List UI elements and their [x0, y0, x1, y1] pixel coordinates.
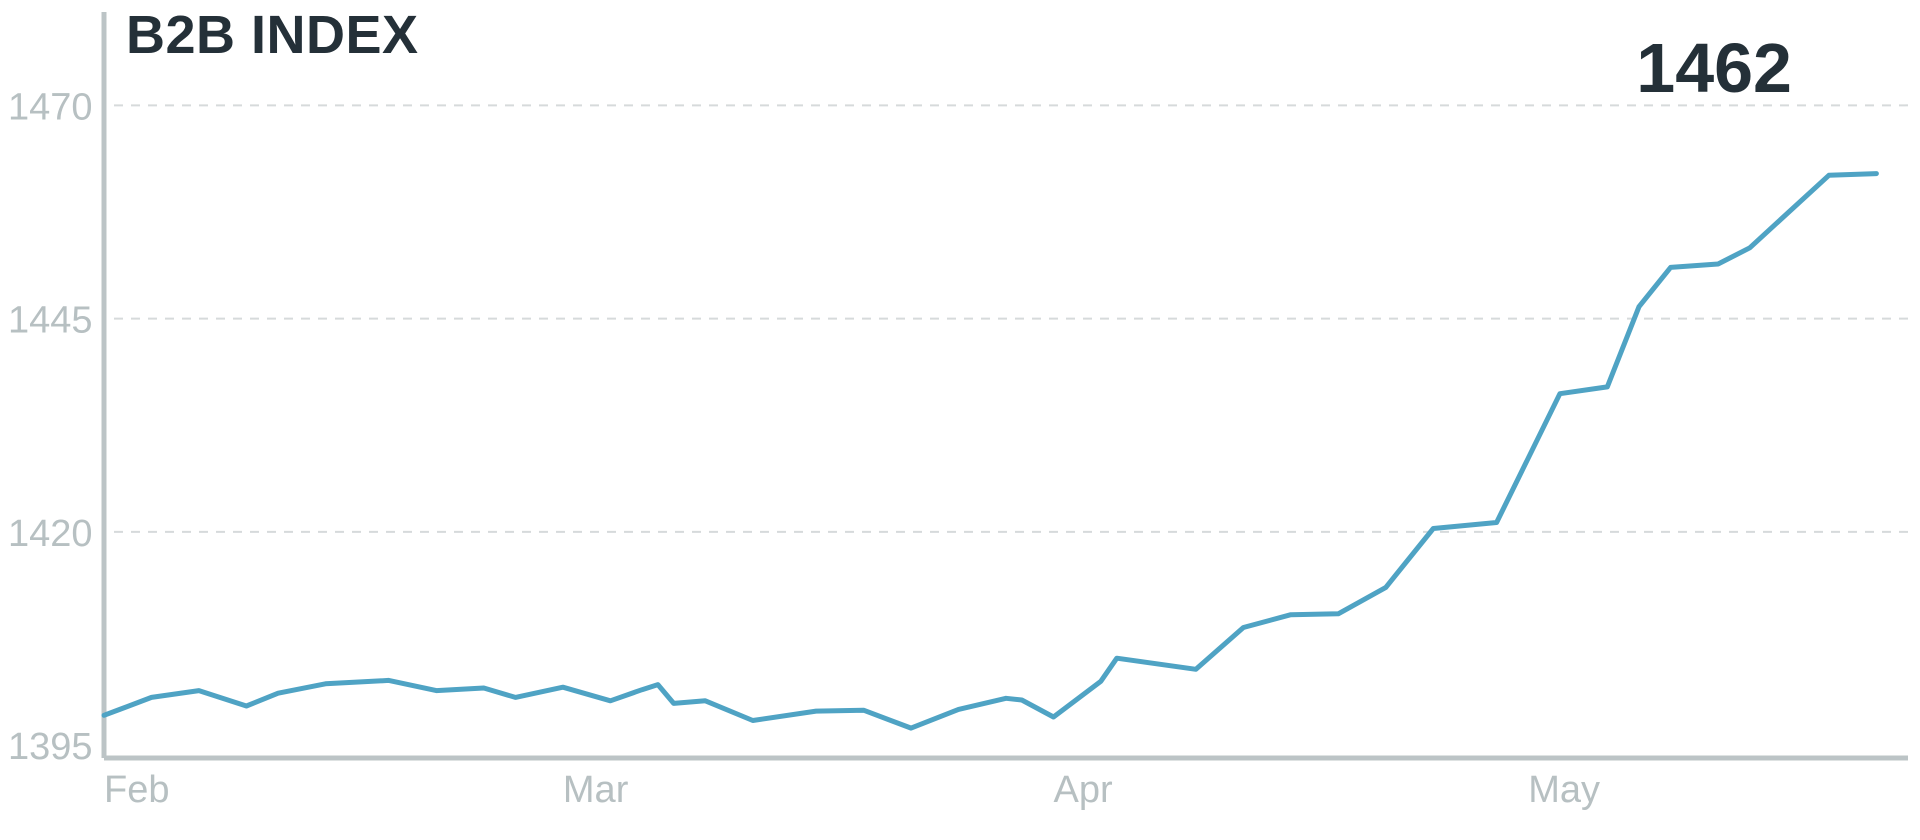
- data-point: [513, 695, 517, 699]
- data-point: [1669, 265, 1673, 269]
- data-point: [1384, 585, 1388, 589]
- series-layer: [101, 171, 1879, 731]
- data-point: [102, 713, 106, 717]
- data-point: [814, 709, 818, 713]
- x-tick-label: May: [1528, 769, 1600, 811]
- data-point: [482, 686, 486, 690]
- data-point: [703, 699, 707, 703]
- x-tick-labels: Feb Mar Apr May: [104, 769, 1600, 811]
- data-point: [1874, 172, 1878, 176]
- y-tick-label: 1420: [8, 513, 93, 555]
- data-point: [1495, 521, 1499, 524]
- latest-value: 1462: [1636, 29, 1792, 107]
- x-tick-label: Mar: [563, 769, 629, 811]
- data-point: [150, 695, 153, 699]
- y-tick-label: 1395: [8, 726, 93, 768]
- data-point: [387, 678, 391, 682]
- data-point: [862, 708, 866, 712]
- data-point: [608, 699, 612, 703]
- x-tick-label: Feb: [104, 769, 169, 811]
- data-point: [561, 685, 565, 689]
- axes: [101, 12, 1908, 761]
- chart-title: B2B INDEX: [126, 5, 419, 65]
- data-point: [1431, 527, 1435, 530]
- data-point: [1099, 679, 1103, 683]
- data-point: [244, 704, 248, 708]
- data-point: [1289, 613, 1293, 617]
- data-point: [1558, 392, 1562, 396]
- data-point: [957, 707, 960, 711]
- data-point: [1115, 656, 1119, 660]
- data-point: [672, 701, 676, 705]
- data-point: [1194, 667, 1198, 671]
- data-point: [1637, 305, 1641, 309]
- data-point: [1336, 612, 1340, 616]
- series-line: [101, 171, 1879, 731]
- y-tick-label: 1470: [8, 86, 93, 128]
- data-point: [118, 707, 122, 711]
- data-point: [1716, 262, 1720, 266]
- data-point: [1020, 698, 1024, 702]
- x-tick-label: Apr: [1053, 769, 1112, 811]
- data-point: [751, 719, 755, 722]
- data-point: [1004, 696, 1008, 700]
- data-point: [1748, 246, 1752, 250]
- data-point: [1241, 626, 1245, 629]
- data-point: [1605, 385, 1609, 389]
- data-point: [1827, 173, 1831, 177]
- data-point: [434, 689, 438, 693]
- data-point: [640, 688, 644, 692]
- data-point: [1052, 715, 1055, 719]
- data-point: [324, 682, 327, 686]
- data-point: [197, 689, 201, 693]
- data-point: [276, 691, 280, 695]
- gridlines: [114, 104, 1908, 533]
- data-point: [656, 683, 660, 687]
- y-tick-label: 1445: [8, 300, 93, 342]
- y-tick-labels: 1395 1420 1445 1470: [8, 86, 93, 768]
- data-point: [909, 726, 913, 730]
